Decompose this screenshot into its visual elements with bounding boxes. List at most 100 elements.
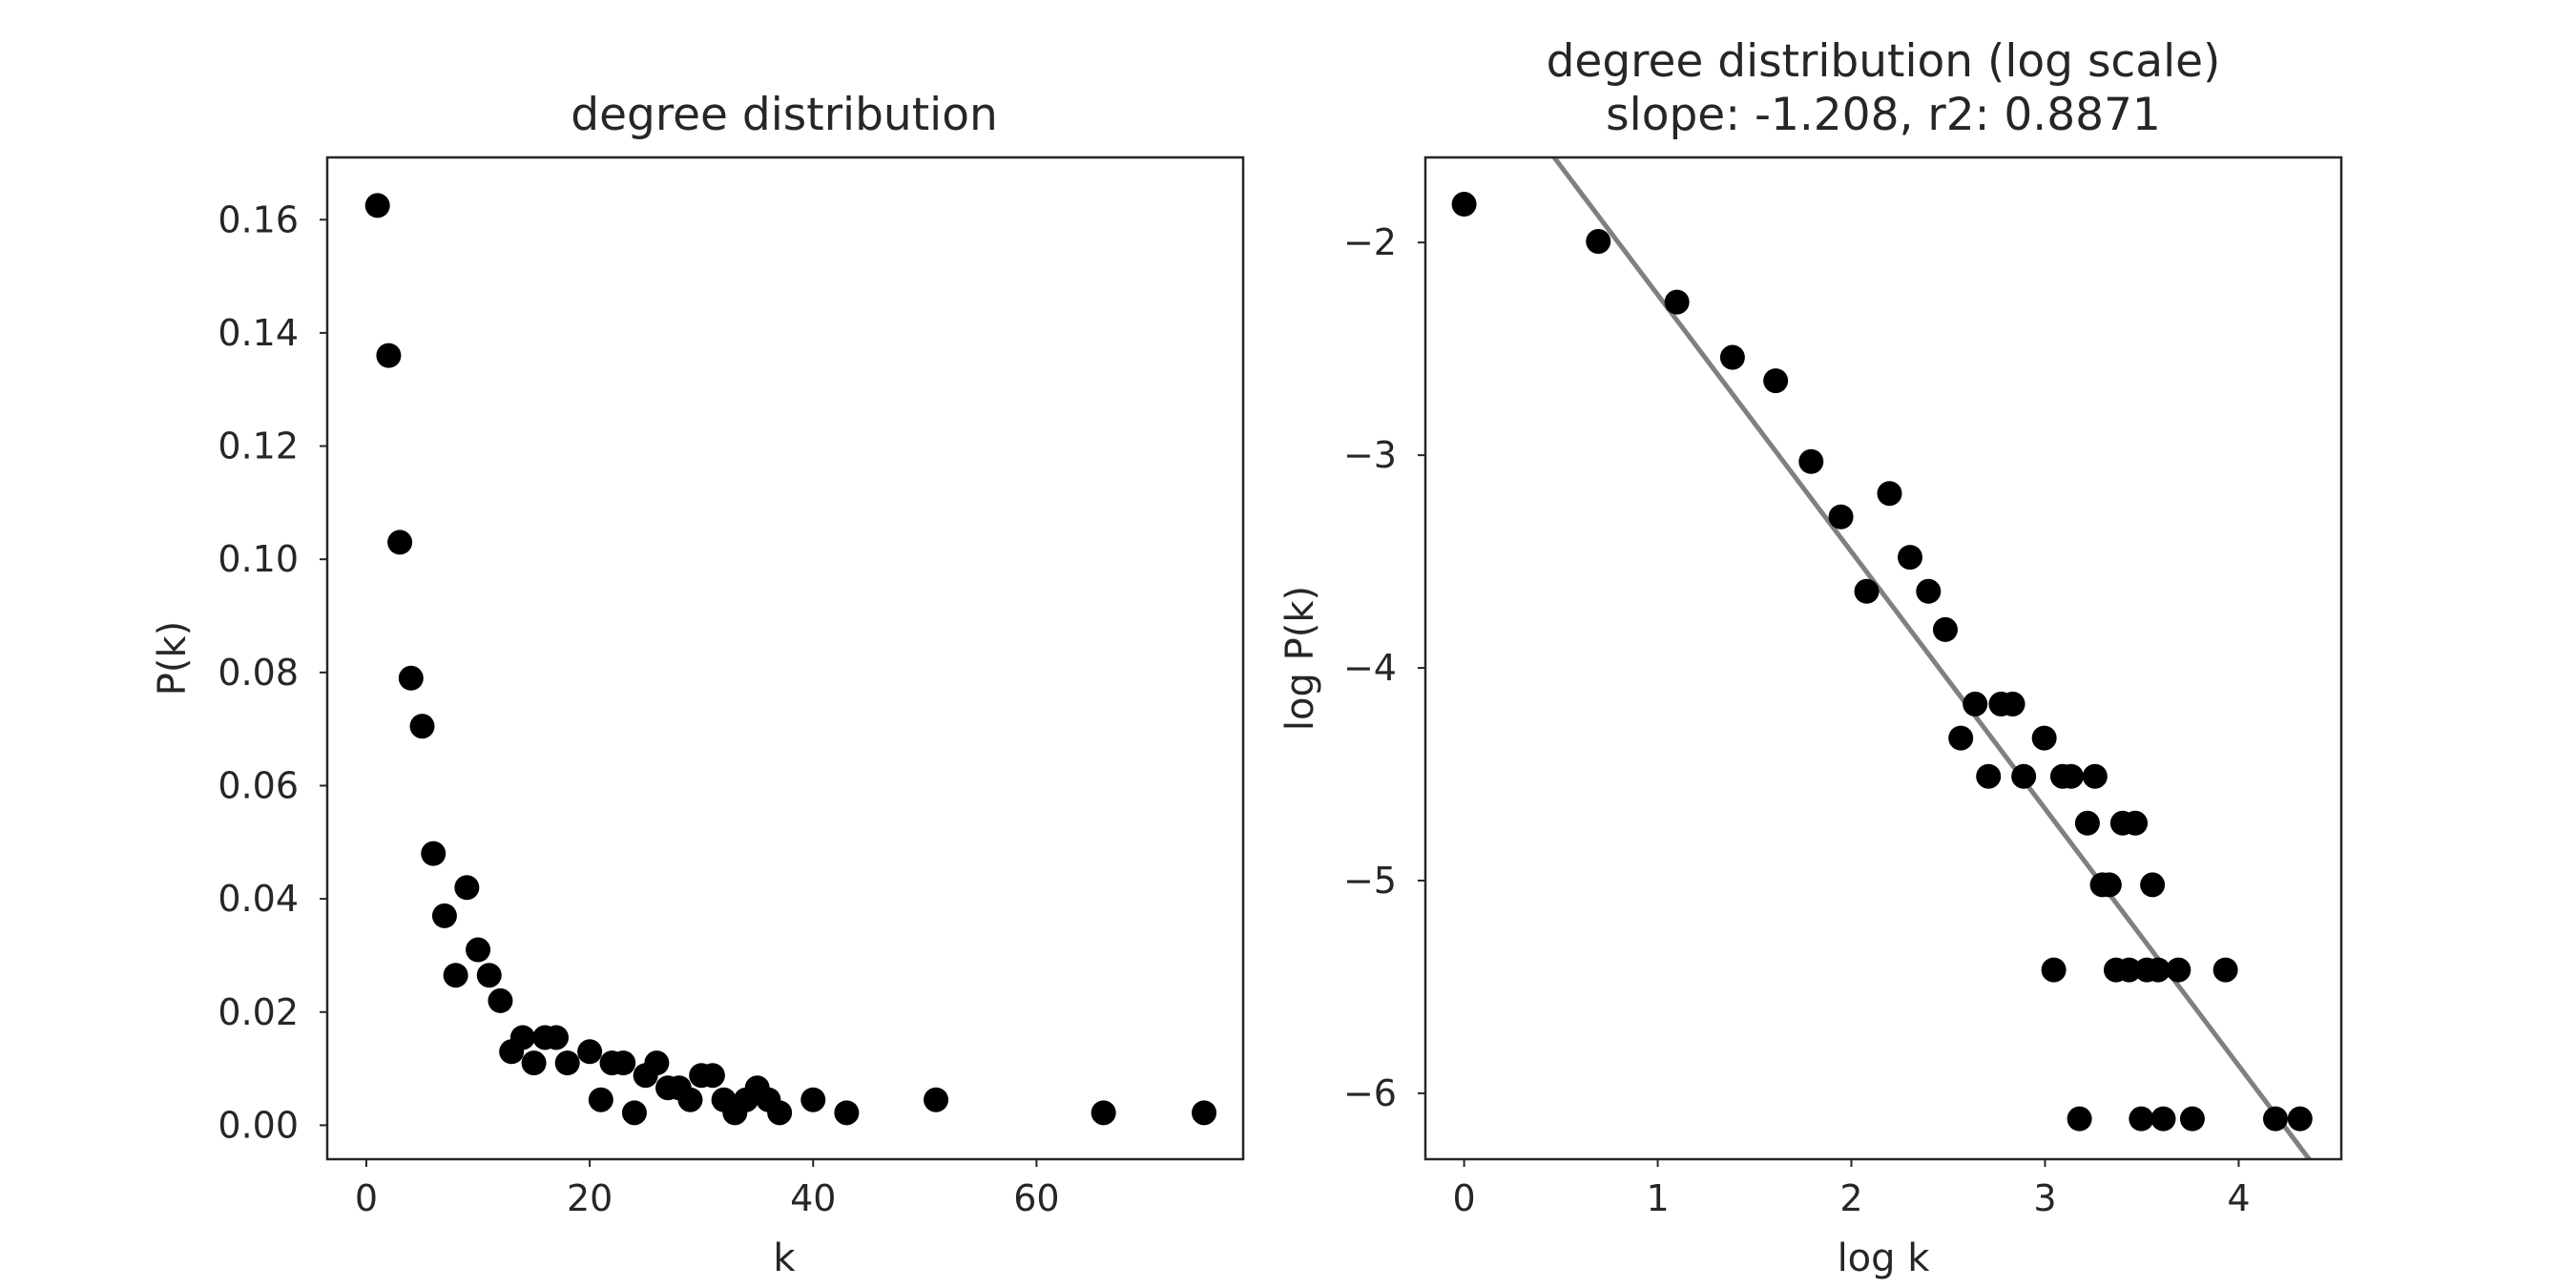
data-point (1192, 1100, 1216, 1125)
data-point (1829, 505, 1854, 530)
data-point (410, 714, 435, 738)
plot-frame (327, 157, 1243, 1159)
data-point (1877, 481, 1901, 506)
data-point (677, 1088, 702, 1112)
data-point (477, 963, 502, 987)
data-point (1976, 764, 2001, 789)
plot-frame (1425, 157, 2341, 1159)
y-ticks: 0.00 0.02 0.04 0.06 0.08 0.10 0.12 0.14 0.16 (218, 198, 327, 1146)
data-point (767, 1100, 792, 1125)
y-axis-label: P(k) (151, 621, 195, 696)
data-point (488, 988, 512, 1013)
data-point (924, 1088, 948, 1112)
y-tick-label: 0.14 (218, 312, 299, 354)
y-tick-label: 0.02 (218, 991, 299, 1033)
y-tick-label: 0.16 (218, 198, 299, 240)
data-point (2263, 1107, 2288, 1132)
y-axis-label: log P(k) (1278, 586, 1322, 731)
data-point (2083, 764, 2108, 789)
x-ticks: 0 20 40 60 (355, 1159, 1060, 1219)
data-point (432, 904, 457, 928)
data-point (466, 938, 490, 963)
data-point (2097, 872, 2122, 897)
data-point (1665, 290, 1690, 315)
data-point (1916, 579, 1941, 604)
data-point (1091, 1100, 1116, 1125)
data-point (2042, 958, 2067, 983)
data-point (1798, 449, 1823, 474)
data-point (376, 343, 401, 368)
y-tick-label: 0.04 (218, 878, 299, 920)
data-point (2288, 1107, 2313, 1132)
x-ticks: 0 1 2 3 4 (1452, 1159, 2250, 1219)
y-tick-label: −6 (1343, 1072, 1397, 1114)
data-point (2059, 764, 2084, 789)
data-point (1898, 545, 1922, 570)
plot-title: degree distribution (log scale) (1547, 35, 2221, 88)
data-point (1720, 345, 1745, 370)
plot-title: degree distribution (571, 89, 998, 141)
data-point (1855, 579, 1880, 604)
y-tick-label: −5 (1343, 860, 1397, 902)
data-point (399, 666, 424, 691)
data-point (454, 875, 479, 900)
data-point (644, 1050, 669, 1075)
x-tick-label: 0 (355, 1177, 378, 1219)
data-point (2032, 726, 2057, 751)
plot-subtitle: slope: -1.208, r2: 0.8871 (1606, 89, 2161, 141)
data-point (577, 1039, 602, 1064)
data-points (365, 193, 1216, 1125)
y-tick-label: 0.08 (218, 652, 299, 694)
data-point (2129, 1107, 2153, 1132)
data-point (544, 1025, 569, 1049)
x-tick-label: 0 (1452, 1177, 1475, 1219)
data-point (387, 530, 412, 554)
data-point (2140, 872, 2165, 897)
data-point (421, 841, 446, 866)
data-point (1763, 368, 1788, 393)
x-tick-label: 20 (567, 1177, 613, 1219)
x-tick-label: 60 (1013, 1177, 1059, 1219)
data-point (1933, 617, 1958, 642)
data-point (700, 1063, 725, 1088)
fit-line-group (1425, 0, 2341, 1202)
data-point (2011, 764, 2036, 789)
data-point (510, 1025, 535, 1049)
y-tick-label: 0.12 (218, 426, 299, 467)
log-degree-plot: degree distribution (log scale) slope: -… (1278, 0, 2341, 1280)
data-point (1586, 229, 1610, 254)
y-tick-label: 0.06 (218, 764, 299, 806)
data-point (365, 193, 390, 218)
data-point (2123, 811, 2148, 836)
data-point (522, 1050, 547, 1075)
data-point (2180, 1107, 2205, 1132)
x-tick-label: 40 (790, 1177, 836, 1219)
data-point (589, 1088, 613, 1112)
y-tick-label: −4 (1343, 647, 1397, 689)
x-tick-label: 3 (2033, 1177, 2056, 1219)
x-axis-label: k (773, 1236, 796, 1280)
data-point (834, 1100, 859, 1125)
y-tick-label: −2 (1343, 221, 1397, 263)
data-point (1452, 192, 1477, 217)
x-tick-label: 1 (1646, 1177, 1669, 1219)
data-point (1948, 726, 1973, 751)
data-point (2166, 958, 2191, 983)
linear-degree-plot: degree distribution 0 20 40 60 0.00 0.02 0.04… (151, 89, 1243, 1280)
x-axis-label: log k (1838, 1236, 1931, 1280)
data-point (2001, 692, 2025, 717)
data-point (2067, 1107, 2092, 1132)
data-point (2150, 1107, 2175, 1132)
y-ticks: −2 −3 −4 −5 −6 (1343, 221, 1425, 1114)
data-point (1963, 692, 1987, 717)
data-point (555, 1050, 580, 1075)
x-tick-label: 4 (2227, 1177, 2250, 1219)
data-point (611, 1050, 635, 1075)
x-tick-label: 2 (1839, 1177, 1862, 1219)
y-tick-label: 0.00 (218, 1104, 299, 1146)
data-point (444, 963, 468, 987)
data-point (2075, 811, 2100, 836)
data-point (622, 1100, 647, 1125)
fit-line (1425, 0, 2341, 1202)
